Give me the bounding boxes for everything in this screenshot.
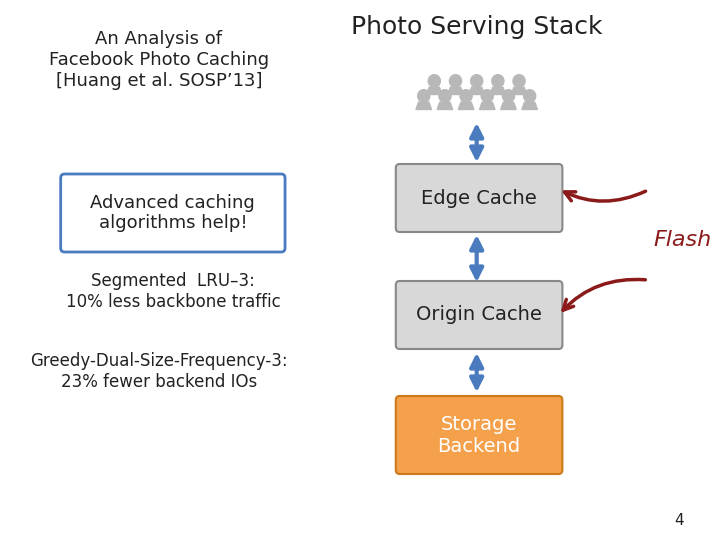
Circle shape bbox=[503, 90, 515, 102]
FancyBboxPatch shape bbox=[60, 174, 285, 252]
Text: Storage
Backend: Storage Backend bbox=[438, 415, 521, 456]
Circle shape bbox=[428, 75, 441, 87]
Polygon shape bbox=[448, 87, 463, 94]
Circle shape bbox=[471, 75, 482, 87]
Text: Photo Serving Stack: Photo Serving Stack bbox=[351, 15, 603, 39]
Polygon shape bbox=[490, 87, 505, 94]
Polygon shape bbox=[511, 87, 527, 94]
Circle shape bbox=[438, 90, 451, 102]
Text: Advanced caching
algorithms help!: Advanced caching algorithms help! bbox=[91, 194, 255, 232]
FancyBboxPatch shape bbox=[396, 396, 562, 474]
Text: Greedy-Dual-Size-Frequency-3:
23% fewer backend IOs: Greedy-Dual-Size-Frequency-3: 23% fewer … bbox=[30, 352, 288, 391]
Circle shape bbox=[481, 90, 493, 102]
Circle shape bbox=[523, 90, 536, 102]
FancyBboxPatch shape bbox=[396, 164, 562, 232]
Polygon shape bbox=[522, 102, 537, 110]
Polygon shape bbox=[459, 102, 474, 110]
Text: Origin Cache: Origin Cache bbox=[416, 306, 542, 325]
Text: An Analysis of
Facebook Photo Caching
[Huang et al. SOSP’13]: An Analysis of Facebook Photo Caching [H… bbox=[49, 30, 269, 90]
Text: 4: 4 bbox=[674, 513, 684, 528]
Polygon shape bbox=[437, 102, 453, 110]
Polygon shape bbox=[426, 87, 442, 94]
Polygon shape bbox=[500, 102, 516, 110]
Polygon shape bbox=[480, 102, 495, 110]
Text: Segmented  LRU–3:
10% less backbone traffic: Segmented LRU–3: 10% less backbone traff… bbox=[66, 272, 281, 311]
Circle shape bbox=[492, 75, 504, 87]
Circle shape bbox=[460, 90, 472, 102]
Text: Edge Cache: Edge Cache bbox=[421, 188, 537, 207]
FancyBboxPatch shape bbox=[396, 281, 562, 349]
Circle shape bbox=[418, 90, 430, 102]
Text: Flash: Flash bbox=[653, 230, 711, 250]
Circle shape bbox=[513, 75, 525, 87]
Polygon shape bbox=[416, 102, 431, 110]
Circle shape bbox=[449, 75, 462, 87]
Polygon shape bbox=[469, 87, 485, 94]
